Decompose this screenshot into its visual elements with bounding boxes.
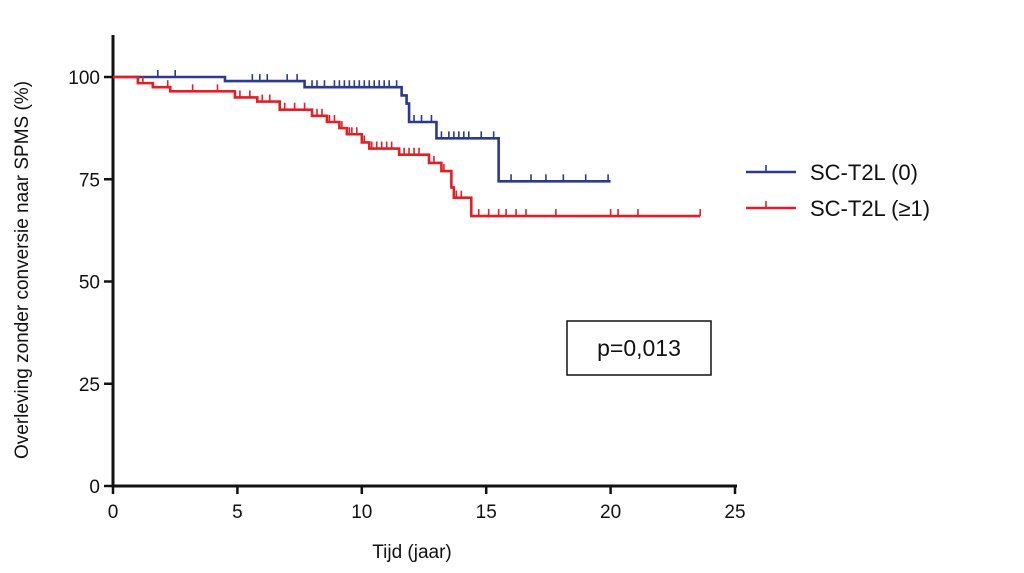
legend-item: SC-T2L (0): [746, 160, 918, 185]
x-tick-label: 0: [108, 502, 119, 523]
x-axis-title: Tijd (jaar): [372, 542, 452, 563]
series-layer: [113, 70, 700, 216]
y-tick-label: 100: [68, 68, 100, 89]
y-tick-label: 50: [79, 273, 100, 294]
p-value-label: p=0,013: [597, 335, 681, 361]
legend-label: SC-T2L (≥1): [810, 196, 930, 221]
legend-item: SC-T2L (≥1): [746, 196, 930, 221]
x-tick-label: 15: [476, 502, 497, 523]
p-value-box: p=0,013: [567, 321, 711, 375]
y-axis-title: Overleving zonder conversie naar SPMS (%…: [12, 81, 33, 459]
x-tick-label: 25: [724, 502, 745, 523]
y-tick-label: 25: [79, 375, 100, 396]
survival-step-line: [113, 77, 611, 181]
x-tick-label: 10: [351, 502, 372, 523]
y-ticks: 0 25 50 75 100: [68, 68, 113, 498]
y-tick-label: 0: [89, 477, 100, 498]
series-sc-t2l-0: [113, 70, 611, 181]
x-tick-label: 5: [232, 502, 243, 523]
legend: SC-T2L (0) SC-T2L (≥1): [746, 160, 930, 221]
legend-label: SC-T2L (0): [810, 160, 918, 185]
axes: [112, 35, 738, 486]
x-ticks: 0 5 10 15 20 25: [108, 486, 746, 523]
x-tick-label: 20: [600, 502, 621, 523]
y-tick-label: 75: [79, 170, 100, 191]
survival-chart: 0 5 10 15 20 25 0 25 50 75 100 Tijd (jaar) Overle…: [0, 0, 1024, 573]
